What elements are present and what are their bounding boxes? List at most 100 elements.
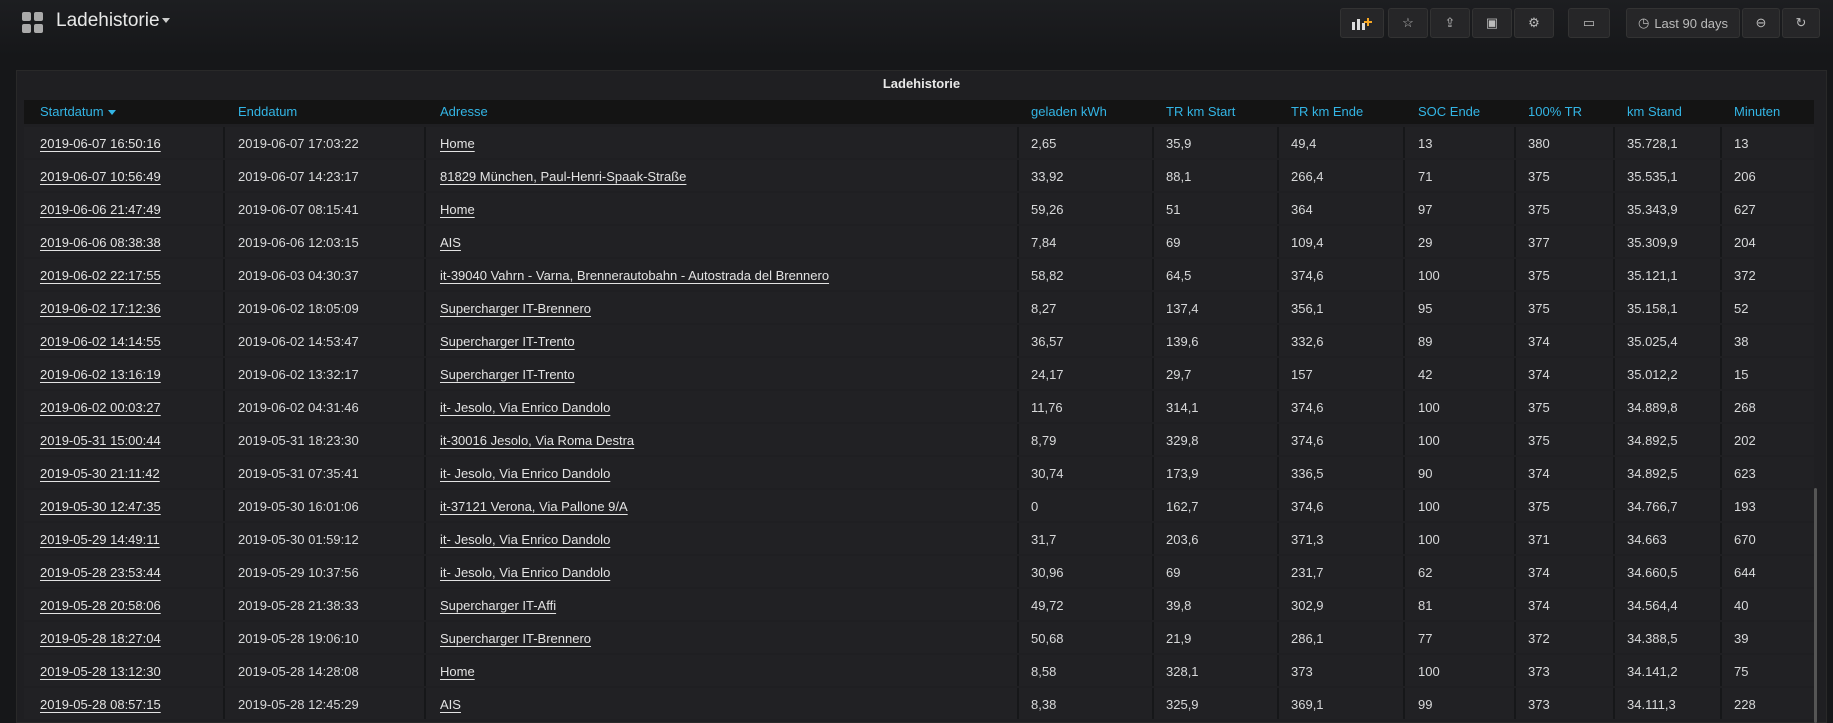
cell-link[interactable]: 2019-05-28 18:27:04 [40,631,161,646]
grid-icon[interactable] [22,12,44,34]
scrollbar[interactable] [1814,488,1817,723]
column-separator [223,325,225,356]
column-separator [1403,259,1405,290]
cell-link[interactable]: 2019-06-02 14:14:55 [40,334,161,349]
cell-link[interactable]: it- Jesolo, Via Enrico Dandolo [440,466,611,481]
cell-link[interactable]: 2019-06-02 22:17:55 [40,268,161,283]
column-separator [1017,688,1019,719]
column-separator [1017,457,1019,488]
cell-link[interactable]: 2019-05-30 21:11:42 [40,466,160,481]
table-cell: 375 [1528,433,1550,448]
cell-link[interactable]: 2019-06-02 13:16:19 [40,367,161,382]
table-cell: 2019-06-07 08:15:41 [238,202,359,217]
cell-link[interactable]: Supercharger IT-Trento [440,334,575,349]
cell-link[interactable]: 2019-05-28 13:12:30 [40,664,161,679]
cell-link[interactable]: 2019-06-07 16:50:16 [40,136,161,151]
cell-link[interactable]: it-30016 Jesolo, Via Roma Destra [440,433,635,448]
cell-link[interactable]: 2019-06-06 08:38:38 [40,235,161,250]
cell-link[interactable]: 2019-05-28 08:57:15 [40,697,161,712]
cell-link[interactable]: 2019-05-31 15:00:44 [40,433,161,448]
table-cell: 35.535,1 [1627,169,1678,184]
cell-link[interactable]: 2019-06-06 21:47:49 [40,202,161,217]
table-cell: 35.158,1 [1627,301,1678,316]
column-separator [1277,523,1279,554]
column-separator [1720,358,1722,389]
column-separator [1277,160,1279,191]
column-header[interactable]: SOC Ende [1418,104,1481,119]
cell-link[interactable]: it- Jesolo, Via Enrico Dandolo [440,400,611,415]
table-cell: 375 [1528,400,1550,415]
column-separator [223,292,225,323]
table-cell: 157 [1291,367,1313,382]
cell-link[interactable]: 2019-06-02 00:03:27 [40,400,161,415]
cell-link[interactable]: Supercharger IT-Trento [440,367,575,382]
cell-link[interactable]: AIS [440,235,461,250]
dashboard-title[interactable]: Ladehistorie [56,10,160,31]
column-separator [223,358,225,389]
column-header[interactable]: km Stand [1627,104,1682,119]
column-header[interactable]: TR km Start [1166,104,1236,119]
column-header[interactable]: Startdatum [40,100,118,124]
column-separator [1514,325,1516,356]
table-cell: 77 [1418,631,1433,646]
table-cell: 38 [1734,334,1749,349]
table-cell: 162,7 [1166,499,1199,514]
share-button[interactable]: ⇪ [1430,8,1470,38]
settings-button[interactable]: ⚙ [1514,8,1554,38]
cell-link[interactable]: 2019-06-07 10:56:49 [40,169,161,184]
column-separator [1403,424,1405,455]
cell-link[interactable]: 2019-05-30 12:47:35 [40,499,161,514]
cell-link[interactable]: 2019-05-28 23:53:44 [40,565,161,580]
table-cell: 100 [1418,400,1440,415]
cell-link[interactable]: AIS [440,697,461,712]
cell-link[interactable]: 81829 München, Paul-Henri-Spaak-Straße [440,169,687,184]
table-cell: 71 [1418,169,1433,184]
add-panel-button[interactable] [1340,8,1384,38]
time-picker[interactable]: ◷ Last 90 days [1626,8,1740,38]
cell-link[interactable]: Home [440,202,475,217]
table-cell: 2019-05-29 10:37:56 [238,565,359,580]
column-separator [424,424,426,455]
table-cell: 268 [1734,400,1756,415]
column-header[interactable]: Enddatum [238,104,298,119]
column-header[interactable]: 100% TR [1528,104,1582,119]
table-cell: 332,6 [1291,334,1324,349]
cell-link[interactable]: Home [440,136,475,151]
cell-link[interactable]: 2019-05-28 20:58:06 [40,598,161,613]
column-separator [424,589,426,620]
tv-button[interactable]: ▭ [1568,8,1610,38]
cell-link[interactable]: 2019-05-29 14:49:11 [40,532,160,547]
cell-link[interactable]: it-37121 Verona, Via Pallone 9/A [440,499,628,514]
column-separator [1720,688,1722,719]
cell-link[interactable]: Supercharger IT-Brennero [440,631,592,646]
cell-link[interactable]: Supercharger IT-Brennero [440,301,592,316]
star-button[interactable]: ☆ [1388,8,1428,38]
table-cell: 15 [1734,367,1749,382]
save-button[interactable]: ▣ [1472,8,1512,38]
table-cell: 627 [1734,202,1756,217]
table-cell: 380 [1528,136,1550,151]
column-header[interactable]: Adresse [440,104,488,119]
column-header[interactable]: TR km Ende [1291,104,1364,119]
table-cell: 173,9 [1166,466,1199,481]
column-header[interactable]: Minuten [1734,104,1781,119]
cell-link[interactable]: Supercharger IT-Affi [440,598,557,613]
column-separator [424,127,426,158]
column-separator [1613,127,1615,158]
column-separator [424,226,426,257]
column-separator [1152,325,1154,356]
cell-link[interactable]: Home [440,664,475,679]
cell-link[interactable]: it- Jesolo, Via Enrico Dandolo [440,565,611,580]
refresh-button[interactable]: ↻ [1782,8,1820,38]
cell-link[interactable]: it-39040 Vahrn - Varna, Brennerautobahn … [440,268,830,283]
zoom-out-button[interactable]: ⊖ [1742,8,1780,38]
cell-link[interactable]: 2019-06-02 17:12:36 [40,301,161,316]
table-cell: 81 [1418,598,1433,613]
cell-link[interactable]: it- Jesolo, Via Enrico Dandolo [440,532,611,547]
column-header[interactable]: geladen kWh [1031,104,1107,119]
column-separator [1514,556,1516,587]
column-separator [223,556,225,587]
table-cell: 99 [1418,697,1433,712]
column-separator [223,259,225,290]
table-cell: 36,57 [1031,334,1064,349]
